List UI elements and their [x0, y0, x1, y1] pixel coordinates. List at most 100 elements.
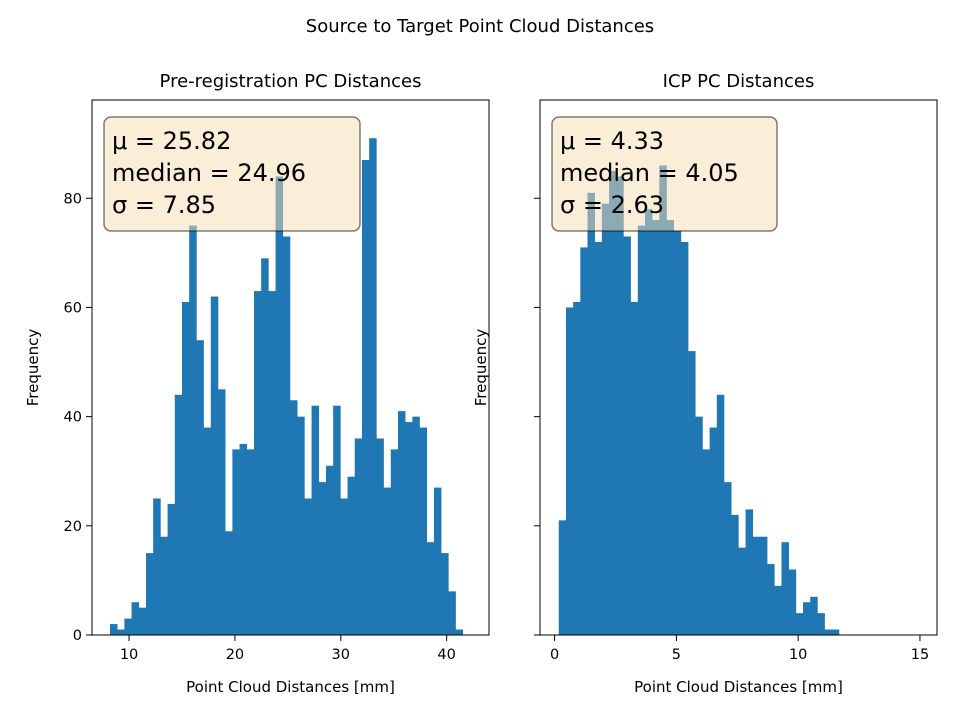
histogram-bar [225, 531, 233, 635]
histogram-bar [724, 482, 732, 635]
histogram-bar [405, 422, 413, 635]
histogram-bar [253, 291, 262, 635]
histogram-bar [609, 170, 617, 635]
histogram-bar [795, 613, 804, 635]
histogram-bar [340, 498, 348, 635]
histogram-bar [232, 449, 240, 635]
x-axis-label: Point Cloud Distances [mm] [186, 678, 395, 696]
axes-frame [91, 99, 490, 636]
histogram-bar [203, 427, 212, 635]
histogram-bar [709, 427, 718, 635]
histogram-bar [333, 405, 341, 635]
histogram-bar [138, 607, 147, 635]
histogram-bar [383, 487, 392, 635]
stats-mean-label: μ = 25.82 [112, 127, 231, 155]
histogram-bar [131, 602, 140, 635]
histogram-bar [767, 564, 775, 635]
histogram-bar [824, 629, 833, 635]
histogram-bar [673, 231, 682, 635]
histogram-bar [788, 569, 797, 635]
histogram-bar [397, 411, 406, 635]
stats-median-label: median = 24.96 [112, 159, 306, 187]
stats-sigma-label: σ = 2.63 [560, 191, 664, 219]
histogram-bar [623, 236, 631, 636]
x-tick-label: 40 [437, 647, 455, 663]
histogram-bar [601, 203, 610, 635]
histogram-bar [289, 400, 298, 635]
histogram-bar [616, 176, 624, 635]
histogram-bar [666, 220, 675, 635]
histogram-bar [145, 553, 154, 635]
histogram-bar [361, 160, 370, 636]
histogram-bar [282, 236, 291, 636]
histogram-bar [716, 394, 725, 635]
histogram-bar [311, 405, 320, 635]
histogram-bar [752, 536, 761, 635]
histogram-bar [448, 591, 456, 635]
histogram-bar [426, 542, 435, 635]
histogram-bar [594, 241, 603, 635]
histogram-bar [124, 618, 132, 635]
histogram-bar [246, 449, 255, 635]
x-tick-label: 5 [672, 647, 681, 663]
histogram-bar [304, 498, 312, 635]
histogram-bar [702, 449, 710, 635]
stats-sigma-label: σ = 7.85 [112, 191, 216, 219]
x-tick-label: 20 [226, 647, 244, 663]
histogram-bar [174, 394, 183, 635]
histogram-panel-pre-registration: 10 20 30 40 0 20 40 60 80 Pre-registration PC Dis… [24, 71, 490, 696]
histogram-bar [181, 301, 190, 635]
x-axis-label: Point Cloud Distances [mm] [634, 678, 843, 696]
figure-suptitle: Source to Target Point Cloud Distances [306, 16, 654, 37]
stats-median-label: median = 4.05 [560, 159, 739, 187]
y-tick-label: 20 [64, 519, 82, 535]
y-tick-label: 60 [64, 300, 82, 316]
histogram-bar [297, 416, 305, 635]
histogram-bar [558, 520, 567, 635]
histogram-bar [688, 351, 696, 635]
histogram-bar [369, 138, 377, 635]
histogram-bar [390, 449, 399, 635]
histogram-bar [110, 624, 118, 635]
histogram-bar [160, 536, 168, 635]
histogram-bar [630, 301, 639, 635]
histogram-bar [695, 416, 703, 635]
histogram-bar [781, 542, 789, 635]
histogram-bar [680, 241, 689, 635]
stats-box [551, 116, 778, 232]
y-tick-label: 80 [64, 191, 82, 207]
histogram-bar [565, 307, 574, 635]
histogram-bars [110, 138, 464, 636]
histogram-bar [644, 209, 653, 635]
histogram-bar [268, 291, 276, 635]
histogram-bar [412, 416, 420, 635]
y-tick-label: 0 [73, 628, 82, 644]
y-tick-label: 40 [64, 410, 82, 426]
histogram-bar [745, 509, 754, 635]
histogram-bars [558, 165, 840, 636]
histogram-bar [831, 629, 840, 635]
histogram-bar [239, 443, 248, 635]
histogram-bar [817, 613, 825, 635]
histogram-bar [117, 629, 125, 635]
x-tick-label: 15 [911, 647, 929, 663]
histogram-bar [810, 596, 818, 635]
histogram-panel-icp: 0 5 10 15 ICP PC Distances Point Cloud Distan… [472, 71, 938, 696]
histogram-bar [587, 192, 595, 635]
x-tick-label: 30 [332, 647, 350, 663]
histogram-bar [573, 301, 581, 635]
histogram-bar [318, 482, 327, 635]
stats-mean-label: μ = 4.33 [560, 127, 664, 155]
histogram-bar [580, 247, 588, 635]
x-tick-label: 0 [550, 647, 559, 663]
histogram-bar [153, 498, 161, 635]
histogram-bar [731, 514, 739, 635]
histogram-bar [419, 427, 428, 635]
y-axis-label: Frequency [472, 329, 490, 407]
axes-title: Pre-registration PC Distances [160, 71, 422, 92]
axes-frame [539, 99, 938, 636]
histogram-bar [441, 553, 449, 635]
y-axis-label: Frequency [24, 329, 42, 407]
histogram-bar [261, 258, 269, 635]
histogram-bar [325, 465, 334, 635]
